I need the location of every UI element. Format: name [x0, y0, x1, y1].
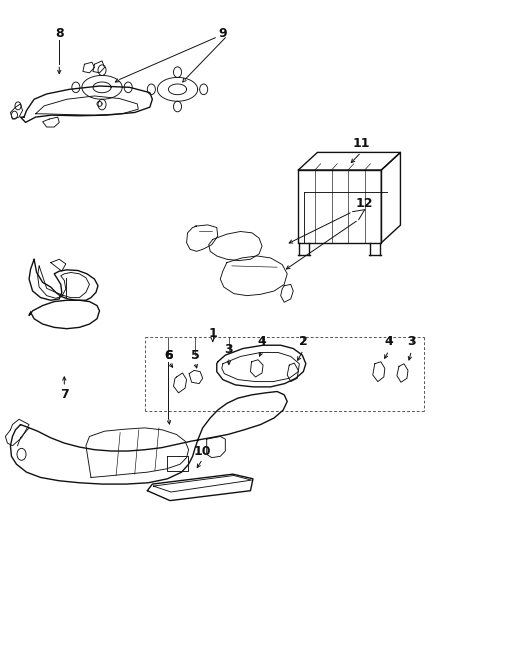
Text: 3: 3: [224, 343, 233, 357]
Text: 11: 11: [352, 137, 369, 150]
Text: 6: 6: [164, 349, 172, 362]
Text: 4: 4: [257, 335, 266, 349]
Text: 8: 8: [55, 27, 64, 40]
Text: 9: 9: [218, 27, 227, 40]
Text: 3: 3: [407, 335, 415, 349]
Text: 4: 4: [384, 335, 392, 349]
Text: 2: 2: [298, 335, 307, 349]
Text: 12: 12: [355, 197, 373, 210]
Text: 5: 5: [190, 349, 199, 362]
Text: 1: 1: [208, 327, 217, 341]
Text: 6: 6: [164, 349, 172, 362]
Text: 10: 10: [193, 444, 211, 457]
Text: 7: 7: [60, 388, 69, 401]
